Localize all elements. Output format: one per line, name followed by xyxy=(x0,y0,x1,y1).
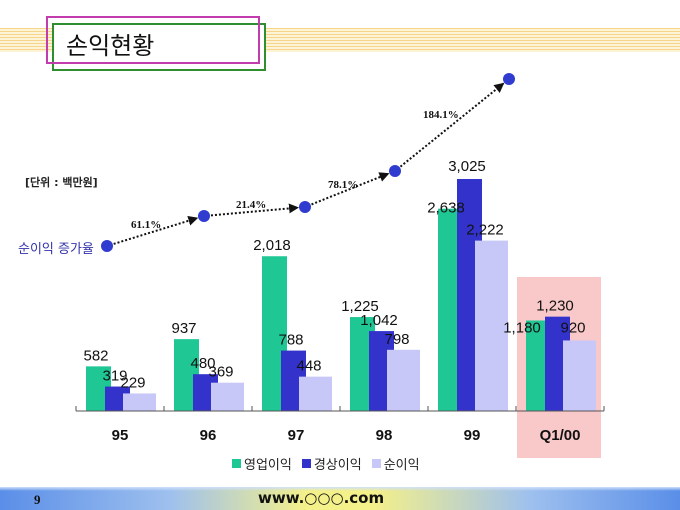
data-label: 1,180 xyxy=(503,320,541,337)
growth-rate-label: 184.1% xyxy=(423,109,459,121)
page-number: 9 xyxy=(34,492,41,507)
data-label: 2,018 xyxy=(253,237,291,254)
data-label: 480 xyxy=(190,355,215,372)
growth-marker xyxy=(101,240,113,252)
data-label: 3,025 xyxy=(448,158,486,175)
title-frame-pink xyxy=(46,16,260,64)
data-label: 798 xyxy=(384,331,409,348)
bar-net-96 xyxy=(211,382,244,411)
growth-line-segment xyxy=(113,215,199,245)
x-tick-label: Q1/00 xyxy=(540,427,581,444)
footer-url: www.○○○.com xyxy=(258,489,385,507)
slide-title: 손익현황 xyxy=(66,32,155,60)
data-label: 1,230 xyxy=(536,298,574,315)
legend-label-ordinary: 경상이익 xyxy=(313,458,362,473)
growth-line-segment xyxy=(399,82,505,168)
x-tick-label: 99 xyxy=(464,427,481,444)
growth-rate-label: 21.4% xyxy=(236,199,266,211)
data-label: 448 xyxy=(296,358,321,375)
growth-marker xyxy=(503,73,515,85)
bar-net-97 xyxy=(299,376,332,411)
data-label: 319 xyxy=(102,368,127,385)
legend-swatch-net xyxy=(371,459,381,468)
growth-rate-label: 61.1% xyxy=(131,219,161,231)
legend-label-operating: 영업이익 xyxy=(244,458,292,473)
growth-marker xyxy=(198,210,210,222)
data-label: 788 xyxy=(278,332,303,349)
bar-net-98 xyxy=(387,349,420,411)
chart-legend: 영업이익 경상이익 순이익 xyxy=(232,454,426,473)
growth-marker xyxy=(299,201,311,213)
x-tick-label: 97 xyxy=(288,427,305,444)
data-label: 2,638 xyxy=(427,200,465,217)
data-label: 582 xyxy=(83,347,108,364)
legend-label-net: 순이익 xyxy=(383,458,420,473)
legend-swatch-operating xyxy=(232,459,241,468)
growth-rate-label: 78.1% xyxy=(328,179,358,191)
growth-line-segment xyxy=(210,203,300,217)
bar-net-Q1-00 xyxy=(563,340,596,411)
data-label: 920 xyxy=(560,319,585,336)
data-label: 1,225 xyxy=(341,298,379,315)
x-tick-label: 98 xyxy=(376,427,393,444)
growth-line-segment xyxy=(311,172,390,206)
data-label: 937 xyxy=(171,320,196,337)
x-tick-label: 95 xyxy=(112,427,129,444)
growth-rate-label: 순이익 증가율 xyxy=(18,242,94,257)
x-tick-label: 96 xyxy=(200,427,217,444)
bar-net-99 xyxy=(475,240,508,411)
data-label: 2,222 xyxy=(466,222,504,239)
data-label: 229 xyxy=(120,374,145,391)
growth-marker xyxy=(389,165,401,177)
legend-item-net: 순이익 xyxy=(371,454,420,473)
data-label: 369 xyxy=(208,364,233,381)
unit-label: [단위 : 백만원] xyxy=(25,176,98,189)
legend-item-ordinary: 경상이익 xyxy=(301,454,362,473)
footer-bar xyxy=(0,487,680,510)
bar-net-95 xyxy=(123,393,156,411)
legend-item-operating: 영업이익 xyxy=(232,454,292,473)
legend-swatch-ordinary xyxy=(301,459,311,468)
data-label: 1,042 xyxy=(360,312,398,329)
